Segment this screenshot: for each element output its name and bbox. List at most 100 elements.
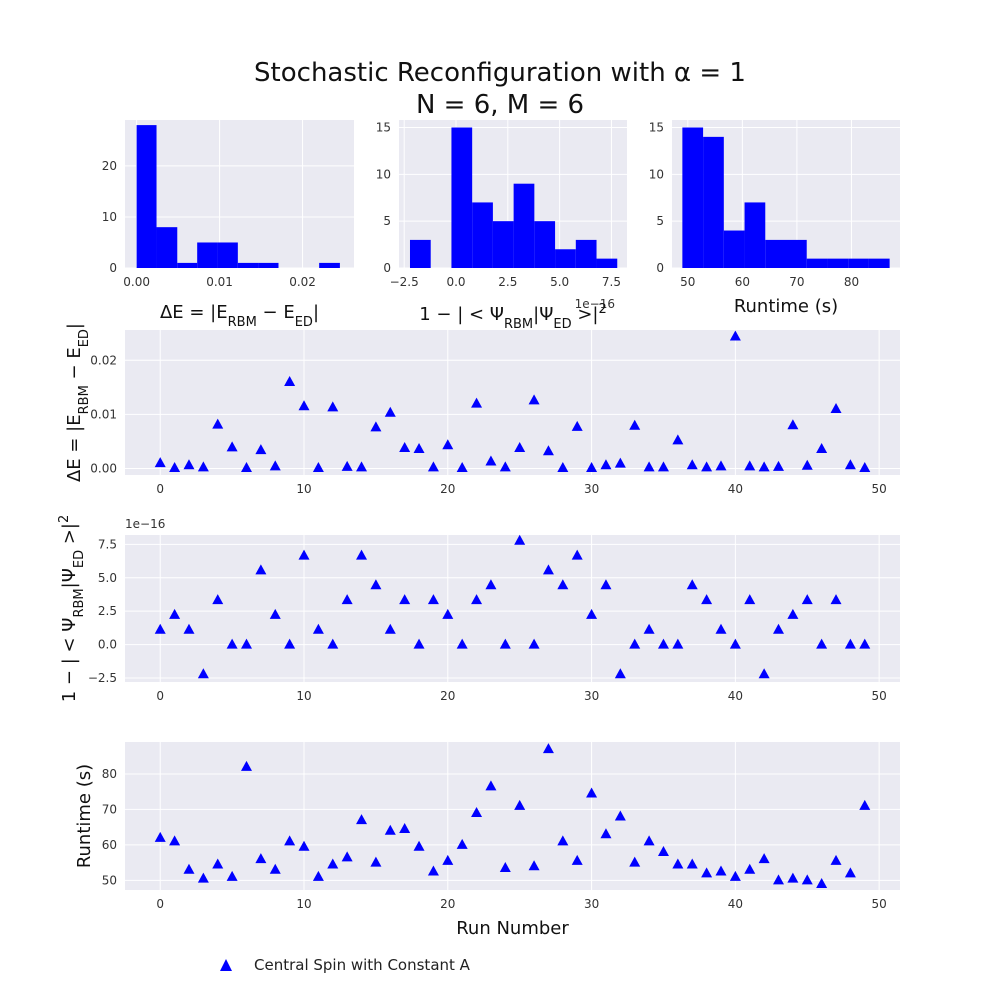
data-point [169, 461, 181, 472]
data-point [413, 840, 425, 851]
y-tick-label: 15 [649, 120, 664, 134]
data-point [787, 608, 799, 619]
x-tick-label: 0.02 [289, 275, 316, 289]
data-point [240, 760, 252, 771]
data-point [643, 623, 655, 634]
data-point [586, 787, 598, 798]
histogram-bar [703, 136, 724, 268]
data-point [312, 623, 324, 634]
x-tick-label: 10 [296, 482, 311, 496]
panel-hist_delta_e: 0.00 0.01 0.02 0 10 20 ΔE = |ERBM − EED| [102, 120, 354, 330]
y-tick-label: 0.02 [90, 353, 117, 367]
x-tick-label: 50 [872, 689, 887, 703]
histogram-bar [319, 262, 340, 268]
y-tick-label: 0.0 [98, 638, 117, 652]
data-point [427, 461, 439, 472]
data-point [341, 594, 353, 605]
data-point [154, 457, 166, 468]
data-point [686, 459, 698, 470]
data-point [298, 549, 310, 560]
data-point [701, 461, 713, 472]
data-point [715, 460, 727, 471]
data-point [528, 394, 540, 405]
data-point [816, 877, 828, 888]
histogram-bar [237, 262, 259, 268]
data-point [859, 638, 871, 649]
data-point [327, 401, 339, 412]
data-point [284, 638, 296, 649]
histogram-bar [765, 239, 786, 268]
data-point [298, 840, 310, 851]
x-axis-label: 1 − | < ΨRBM|ΨED >|2 [419, 302, 607, 332]
panel-background [125, 742, 900, 890]
data-point [643, 835, 655, 846]
data-point [269, 863, 281, 874]
data-point [557, 579, 569, 590]
y-tick-label: 10 [376, 167, 391, 181]
x-tick-label: 0 [156, 482, 164, 496]
data-point [773, 460, 785, 471]
data-point [183, 863, 195, 874]
data-point [672, 638, 684, 649]
data-point [528, 860, 540, 871]
data-point [240, 461, 252, 472]
y-tick-label: −2.5 [88, 671, 117, 685]
data-point [830, 854, 842, 865]
x-tick-label: 50 [680, 275, 695, 289]
y-tick-label: 0 [109, 261, 117, 275]
y-tick-label: 60 [102, 838, 117, 852]
data-point [787, 872, 799, 883]
data-point [154, 623, 166, 634]
histogram-bar [217, 242, 238, 268]
data-point [571, 854, 583, 865]
data-point [801, 459, 813, 470]
x-tick-label: 5.0 [550, 275, 569, 289]
data-point [471, 806, 483, 817]
data-point [600, 828, 612, 839]
histogram-bar [136, 125, 157, 268]
y-tick-label: 0 [383, 261, 391, 275]
data-point [341, 851, 353, 862]
x-tick-label: 50 [872, 897, 887, 911]
data-point [212, 418, 224, 429]
data-point [413, 638, 425, 649]
x-tick-label: 10 [296, 689, 311, 703]
data-point [312, 870, 324, 881]
y-axis-label: 1 − | < ΨRBM|ΨED >|2 [57, 515, 87, 703]
y-axis-label: Runtime (s) [74, 764, 95, 868]
data-point [183, 459, 195, 470]
x-tick-label: 50 [872, 482, 887, 496]
x-axis-label: Run Number [456, 918, 569, 939]
y-tick-label: 5.0 [98, 571, 117, 585]
panel-background [125, 535, 900, 682]
histogram-bar [258, 262, 279, 268]
data-point [284, 835, 296, 846]
data-point [269, 460, 281, 471]
x-tick-label: 40 [728, 897, 743, 911]
x-tick-label: −2.5 [390, 275, 419, 289]
data-point [614, 810, 626, 821]
data-point [327, 638, 339, 649]
data-point [298, 400, 310, 411]
data-point [197, 668, 209, 679]
histogram-bar [848, 258, 869, 268]
y-tick-label: 5 [383, 214, 391, 228]
x-tick-label: 7.5 [602, 275, 621, 289]
y-tick-label: 5 [656, 214, 664, 228]
panel-background [125, 330, 900, 475]
data-point [399, 594, 411, 605]
histogram-bar [682, 127, 704, 268]
data-point [212, 858, 224, 869]
data-point [542, 445, 554, 456]
data-point [672, 858, 684, 869]
data-point [844, 459, 856, 470]
data-point [758, 853, 770, 864]
y-tick-label: 80 [102, 767, 117, 781]
figure-title-line1: Stochastic Reconfiguration with α = 1 [254, 58, 746, 88]
data-point [830, 402, 842, 413]
data-point [715, 865, 727, 876]
data-point [514, 799, 526, 810]
data-point [729, 870, 741, 881]
data-point [744, 594, 756, 605]
data-point [614, 457, 626, 468]
